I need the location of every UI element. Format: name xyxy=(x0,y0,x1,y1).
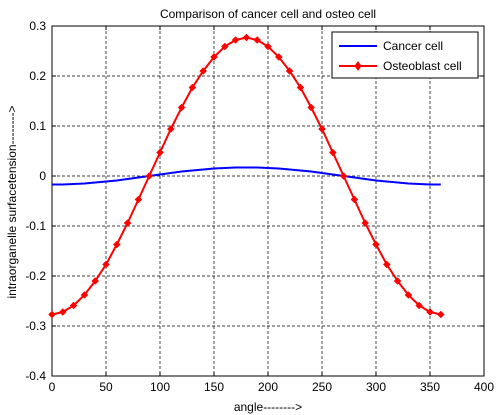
x-tick-label: 150 xyxy=(204,380,224,394)
data-point-osteoblast-cell xyxy=(220,42,229,51)
data-point-osteoblast-cell xyxy=(361,219,370,227)
x-axis-label: angle--------> xyxy=(234,400,302,414)
data-point-osteoblast-cell xyxy=(242,33,251,42)
x-tick-label: 250 xyxy=(312,380,332,394)
data-point-osteoblast-cell xyxy=(134,195,143,204)
data-point-osteoblast-cell xyxy=(285,67,294,75)
data-point-osteoblast-cell xyxy=(328,148,337,157)
data-point-osteoblast-cell xyxy=(274,53,283,61)
x-tick-label: 100 xyxy=(150,380,170,394)
data-point-osteoblast-cell xyxy=(426,308,434,316)
data-point-osteoblast-cell xyxy=(91,277,100,285)
chart-title: Comparison of cancer cell and osteo cell xyxy=(160,7,376,21)
data-point-osteoblast-cell xyxy=(393,277,402,285)
data-point-osteoblast-cell xyxy=(350,195,359,204)
data-point-osteoblast-cell xyxy=(415,301,424,310)
y-tick-label: 0.2 xyxy=(29,69,46,83)
data-point-osteoblast-cell xyxy=(102,260,110,269)
data-point-osteoblast-cell xyxy=(382,260,391,269)
x-tick-label: 50 xyxy=(99,380,113,394)
data-point-osteoblast-cell xyxy=(177,103,186,112)
legend-label-osteoblast-cell: Osteoblast cell xyxy=(383,59,462,73)
legend-box xyxy=(331,31,479,79)
x-tick-label: 400 xyxy=(474,380,494,394)
y-tick-label: 0.3 xyxy=(29,19,46,33)
y-tick-label: 0.1 xyxy=(29,119,46,133)
data-point-osteoblast-cell xyxy=(48,310,56,319)
y-tick-label: -0.3 xyxy=(25,319,46,333)
data-point-osteoblast-cell xyxy=(339,172,348,180)
data-point-osteoblast-cell xyxy=(199,67,208,75)
y-axis-label: intraorganelle surfacetension--------> xyxy=(5,105,19,298)
data-point-osteoblast-cell xyxy=(404,291,413,299)
data-point-osteoblast-cell xyxy=(264,42,272,51)
series-line-cancer-cell xyxy=(52,166,441,186)
series-layer xyxy=(48,33,445,319)
legend: Cancer cell Osteoblast cell xyxy=(331,31,479,79)
data-point-osteoblast-cell xyxy=(210,53,218,61)
data-point-osteoblast-cell xyxy=(188,83,197,92)
data-point-osteoblast-cell xyxy=(145,172,154,180)
x-tick-label: 300 xyxy=(366,380,386,394)
legend-marker-osteoblast-cell xyxy=(354,61,362,71)
data-point-osteoblast-cell xyxy=(58,308,67,316)
y-tick-label: -0.4 xyxy=(25,369,46,383)
axis-ticks: 0 50 100 150 200 250 300 350 400 -0.4 -0.3 -0.2 -0.1… xyxy=(25,19,494,394)
x-tick-label: 0 xyxy=(49,380,56,394)
legend-label-cancer-cell: Cancer cell xyxy=(383,39,443,53)
data-point-osteoblast-cell xyxy=(372,240,380,249)
data-point-osteoblast-cell xyxy=(166,125,175,133)
data-point-osteoblast-cell xyxy=(231,36,240,44)
y-tick-label: -0.2 xyxy=(25,269,46,283)
data-point-osteoblast-cell xyxy=(253,36,262,44)
x-tick-label: 350 xyxy=(420,380,440,394)
data-point-osteoblast-cell xyxy=(156,148,164,157)
data-point-osteoblast-cell xyxy=(307,103,316,112)
data-point-osteoblast-cell xyxy=(436,310,445,319)
y-tick-label: 0 xyxy=(39,169,46,183)
data-point-osteoblast-cell xyxy=(296,83,305,92)
data-point-osteoblast-cell xyxy=(112,240,121,249)
data-point-osteoblast-cell xyxy=(318,125,326,133)
y-tick-label: -0.1 xyxy=(25,219,46,233)
data-point-osteoblast-cell xyxy=(123,219,132,227)
data-point-osteoblast-cell xyxy=(69,301,78,310)
data-point-osteoblast-cell xyxy=(80,291,89,299)
x-tick-label: 200 xyxy=(258,380,278,394)
